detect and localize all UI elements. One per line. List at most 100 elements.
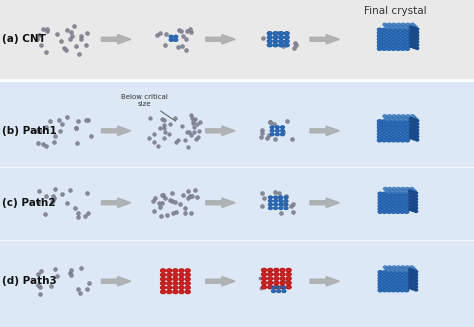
- Circle shape: [396, 204, 400, 207]
- Circle shape: [407, 189, 410, 191]
- Polygon shape: [310, 126, 339, 135]
- Circle shape: [395, 118, 399, 120]
- Text: (b) Path1: (b) Path1: [2, 126, 57, 136]
- Circle shape: [397, 266, 400, 268]
- Circle shape: [392, 283, 395, 286]
- Circle shape: [400, 274, 404, 277]
- Circle shape: [396, 198, 400, 201]
- Circle shape: [414, 207, 418, 209]
- Polygon shape: [310, 198, 339, 207]
- Circle shape: [415, 44, 419, 46]
- Circle shape: [415, 129, 419, 131]
- Circle shape: [185, 273, 190, 277]
- Circle shape: [392, 286, 395, 289]
- Circle shape: [397, 23, 401, 26]
- Circle shape: [414, 195, 418, 197]
- Circle shape: [410, 42, 413, 44]
- Circle shape: [383, 286, 387, 289]
- Circle shape: [410, 39, 413, 41]
- Circle shape: [415, 41, 419, 43]
- Polygon shape: [101, 35, 131, 44]
- Polygon shape: [101, 198, 131, 207]
- Circle shape: [401, 28, 405, 31]
- Circle shape: [279, 207, 283, 210]
- Circle shape: [391, 136, 396, 139]
- Circle shape: [415, 139, 419, 141]
- Circle shape: [409, 278, 412, 280]
- Circle shape: [400, 269, 403, 271]
- Circle shape: [272, 290, 275, 292]
- Circle shape: [411, 200, 415, 202]
- Circle shape: [286, 273, 291, 276]
- Circle shape: [387, 139, 391, 142]
- Circle shape: [408, 116, 411, 119]
- Circle shape: [167, 282, 172, 285]
- Circle shape: [400, 271, 404, 274]
- Circle shape: [377, 41, 382, 44]
- Circle shape: [400, 118, 403, 120]
- Circle shape: [400, 280, 404, 283]
- Circle shape: [404, 286, 409, 289]
- Circle shape: [385, 267, 389, 270]
- Circle shape: [167, 286, 172, 289]
- Circle shape: [284, 203, 288, 206]
- Circle shape: [401, 23, 405, 26]
- Circle shape: [401, 266, 405, 268]
- Circle shape: [412, 125, 416, 127]
- Circle shape: [169, 35, 173, 38]
- Circle shape: [179, 277, 184, 281]
- Circle shape: [387, 28, 391, 31]
- Circle shape: [409, 205, 412, 207]
- Circle shape: [173, 277, 178, 281]
- Circle shape: [382, 123, 386, 126]
- Circle shape: [392, 201, 395, 204]
- Circle shape: [387, 136, 391, 139]
- Circle shape: [383, 198, 387, 201]
- Circle shape: [274, 285, 279, 289]
- Circle shape: [383, 187, 387, 190]
- Circle shape: [401, 41, 405, 44]
- Circle shape: [405, 136, 410, 139]
- Circle shape: [389, 25, 393, 27]
- Circle shape: [280, 268, 285, 272]
- Circle shape: [405, 120, 410, 123]
- Circle shape: [161, 269, 165, 272]
- Circle shape: [173, 286, 178, 289]
- Circle shape: [405, 28, 410, 31]
- Circle shape: [392, 198, 395, 201]
- Circle shape: [387, 31, 391, 34]
- Circle shape: [396, 201, 400, 204]
- Circle shape: [410, 124, 413, 126]
- Circle shape: [378, 274, 383, 277]
- Circle shape: [414, 283, 418, 285]
- Circle shape: [415, 126, 419, 128]
- Circle shape: [406, 115, 410, 117]
- Circle shape: [387, 271, 391, 274]
- Circle shape: [392, 192, 395, 195]
- Circle shape: [173, 269, 178, 272]
- Circle shape: [398, 267, 401, 270]
- Circle shape: [398, 189, 401, 191]
- Circle shape: [275, 133, 279, 136]
- Circle shape: [404, 207, 409, 210]
- Circle shape: [415, 31, 419, 33]
- Circle shape: [383, 210, 387, 213]
- Circle shape: [410, 187, 413, 190]
- Circle shape: [277, 286, 281, 289]
- Circle shape: [401, 38, 405, 41]
- Circle shape: [394, 116, 398, 119]
- Circle shape: [400, 283, 404, 286]
- Circle shape: [396, 271, 400, 274]
- Circle shape: [274, 203, 278, 206]
- Circle shape: [409, 202, 412, 204]
- Circle shape: [386, 269, 390, 271]
- Circle shape: [410, 36, 413, 38]
- Circle shape: [401, 129, 405, 132]
- Circle shape: [403, 116, 407, 119]
- Circle shape: [414, 289, 418, 291]
- Circle shape: [262, 268, 266, 272]
- Circle shape: [411, 194, 415, 196]
- Circle shape: [387, 195, 391, 198]
- Circle shape: [413, 190, 416, 193]
- Circle shape: [167, 273, 172, 277]
